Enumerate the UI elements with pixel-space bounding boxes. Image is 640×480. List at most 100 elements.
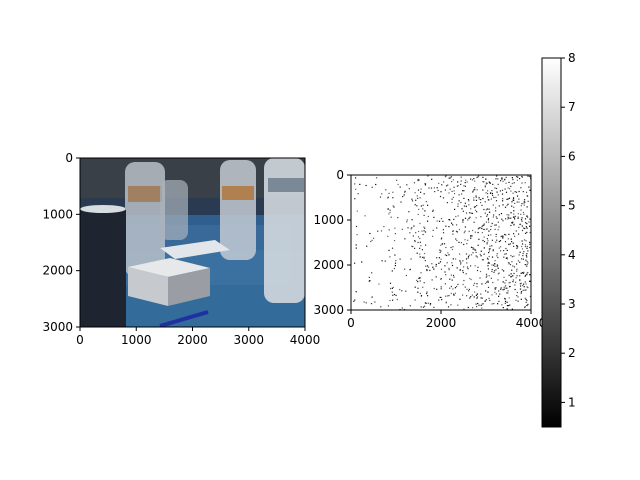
- heatmap-speckle: [508, 262, 510, 264]
- heatmap-speckle: [440, 258, 442, 260]
- photo-x-tick-label: 4000: [290, 333, 321, 347]
- heatmap-speckle: [526, 260, 528, 262]
- heatmap-speckle: [357, 193, 359, 195]
- heatmap-speckle: [454, 287, 456, 289]
- heatmap-speckle: [392, 197, 394, 199]
- heatmap-speckle: [529, 225, 531, 227]
- heatmap-speckle: [498, 272, 500, 274]
- heatmap-speckle: [526, 304, 528, 307]
- heatmap-speckle: [505, 191, 508, 193]
- colorbar-tick-label: 8: [568, 51, 576, 65]
- heatmap-speckle: [453, 276, 455, 278]
- heatmap-speckle: [470, 237, 472, 239]
- heatmap-speckle: [495, 233, 497, 236]
- heatmap-speckle: [522, 227, 525, 229]
- heatmap-speckle: [466, 288, 468, 290]
- heatmap-speckle: [501, 269, 503, 271]
- heatmap-speckle: [488, 248, 490, 250]
- heatmap-speckle: [470, 208, 472, 210]
- heatmap-speckle: [498, 295, 500, 297]
- heatmap-speckle: [509, 281, 511, 284]
- heatmap-speckle: [466, 181, 468, 183]
- heatmap-speckle: [506, 205, 508, 207]
- heatmap-speckle: [432, 209, 434, 211]
- heatmap-speckle: [525, 191, 528, 193]
- heatmap-speckle: [440, 218, 443, 220]
- heatmap-speckle: [468, 200, 470, 202]
- heatmap-speckle: [503, 250, 505, 252]
- heatmap-speckle: [513, 223, 515, 225]
- heatmap-speckle: [462, 272, 464, 274]
- heatmap-speckle: [511, 241, 513, 243]
- heatmap-speckle: [416, 279, 418, 281]
- heatmap-speckle: [495, 269, 497, 271]
- heatmap-speckle: [519, 261, 521, 263]
- heatmap-speckle: [424, 227, 426, 229]
- heatmap-speckle: [504, 179, 506, 181]
- heatmap-speckle: [481, 227, 483, 230]
- heatmap-speckle: [431, 279, 433, 281]
- heatmap-speckle: [429, 303, 432, 305]
- heatmap-speckle: [419, 237, 421, 240]
- heatmap-speckle: [484, 282, 487, 285]
- heatmap-speckle: [526, 206, 528, 208]
- colorbar-tick-label: 4: [568, 248, 576, 262]
- heatmap-speckle: [520, 285, 522, 287]
- heatmap-speckle: [483, 236, 485, 238]
- heatmap-speckle: [529, 218, 531, 220]
- heatmap-speckle: [493, 270, 496, 272]
- heatmap-speckle: [462, 221, 464, 223]
- heatmap-speckle: [455, 216, 457, 218]
- heatmap-speckle: [394, 227, 396, 229]
- heatmap-speckle: [519, 178, 521, 180]
- heatmap-speckle: [494, 224, 496, 226]
- heatmap-speckle: [502, 236, 504, 238]
- heatmap-speckle: [404, 238, 406, 240]
- heatmap-speckle: [513, 266, 516, 268]
- heatmap-speckle: [445, 175, 447, 177]
- heatmap-speckle: [394, 233, 396, 235]
- heatmap-speckle: [445, 225, 447, 227]
- heatmap-speckle: [399, 289, 401, 291]
- heatmap-speckle: [452, 179, 454, 181]
- heatmap-speckle: [410, 258, 412, 260]
- heatmap-speckle: [419, 253, 421, 255]
- heatmap-speckle: [456, 231, 458, 233]
- heatmap-speckle: [455, 238, 457, 240]
- heatmap-speckle: [457, 181, 459, 183]
- heatmap-speckle: [489, 299, 491, 301]
- heatmap-speckle: [411, 198, 413, 200]
- heatmap-speckle: [525, 283, 527, 285]
- heatmap-speckle: [526, 245, 528, 248]
- heatmap-speckle: [490, 234, 492, 236]
- heatmap-speckle: [429, 304, 431, 306]
- heatmap-speckle: [474, 189, 476, 191]
- heatmap-speckle: [506, 257, 508, 259]
- heatmap-speckle: [497, 279, 499, 281]
- heatmap-speckle: [485, 273, 488, 275]
- heatmap-speckle: [488, 297, 490, 299]
- heatmap-speckle: [512, 221, 514, 223]
- heatmap-speckle: [524, 305, 526, 308]
- heatmap-speckle: [461, 193, 463, 195]
- heatmap-speckle: [495, 287, 497, 289]
- heatmap-speckle: [487, 286, 490, 288]
- heatmap-speckle: [458, 194, 460, 196]
- heatmap-speckle: [437, 189, 439, 191]
- heatmap-speckle: [510, 185, 512, 187]
- heatmap-speckle: [465, 212, 468, 214]
- heatmap-speckle: [503, 288, 505, 290]
- heatmap-speckle: [427, 295, 429, 297]
- heatmap-speckle: [513, 272, 515, 275]
- heatmap-speckle: [441, 299, 443, 301]
- heatmap-speckle: [500, 287, 502, 289]
- heatmap-speckle: [473, 296, 475, 298]
- heatmap-speckle: [506, 249, 508, 251]
- heatmap-speckle: [522, 211, 524, 214]
- heatmap-speckle: [488, 262, 490, 264]
- heatmap-speckle: [464, 286, 466, 288]
- heatmap-speckle: [453, 293, 455, 295]
- heatmap-speckle: [525, 298, 527, 300]
- heatmap-speckle: [406, 219, 408, 221]
- heatmap-speckle: [423, 193, 425, 195]
